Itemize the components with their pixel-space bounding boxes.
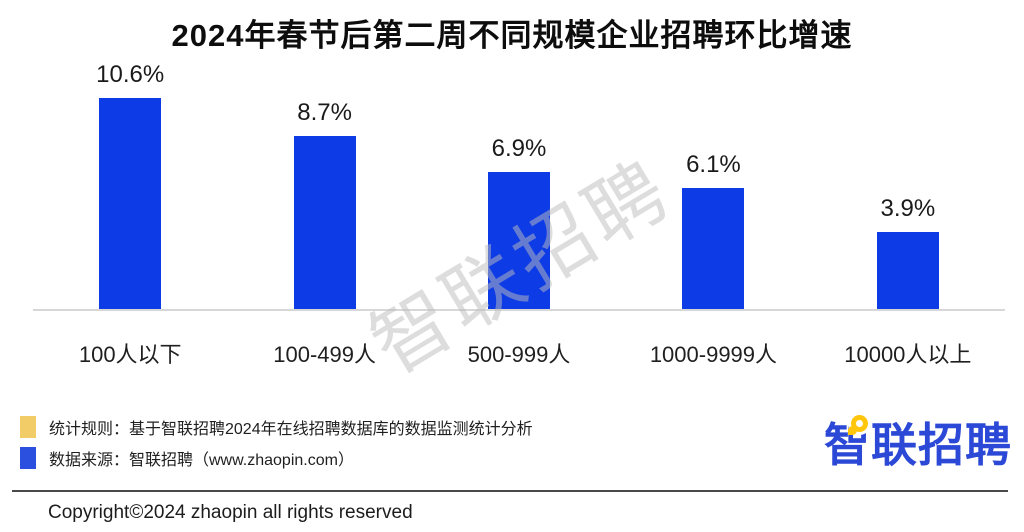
bar-value-label: 6.1% [686, 151, 741, 178]
category-label: 10000人以上 [844, 342, 972, 367]
bar [682, 188, 745, 310]
bar [99, 98, 162, 310]
x-axis-line [33, 309, 1005, 311]
legend: 统计规则：基于智联招聘2024年在线招聘数据库的数据监测统计分析 数据来源：智联… [20, 415, 533, 477]
chart-title: 2024年春节后第二周不同规模企业招聘环比增速 [171, 18, 853, 53]
bar-group: 6.1% [616, 151, 810, 310]
category-label: 100-499人 [273, 342, 376, 367]
bar-group: 3.9% [811, 195, 1005, 310]
bar-value-label: 3.9% [880, 195, 936, 222]
category-label: 100人以下 [78, 342, 182, 367]
bar-value-label: 8.7% [297, 99, 352, 126]
legend-label: 统计规则：基于智联招聘2024年在线招聘数据库的数据监测统计分析 [49, 420, 533, 438]
location-pin-icon [848, 415, 868, 435]
bar-group: 8.7% [227, 99, 421, 310]
category-label: 500-999人 [467, 342, 571, 367]
bar [488, 172, 551, 310]
legend-row-data-source: 数据来源：智联招聘（www.zhaopin.com） [20, 446, 533, 469]
bar-value-label: 6.9% [491, 135, 547, 162]
footer-divider [12, 490, 1008, 492]
category-labels-row: 100人以下 100-499人 500-999人 1000-9999人 10000人以上 [33, 337, 1005, 369]
bar-group: 10.6% [33, 61, 227, 310]
legend-row-stat-rule: 统计规则：基于智联招聘2024年在线招聘数据库的数据监测统计分析 [20, 415, 533, 438]
zhaopin-logo: 智联招聘 [824, 415, 1014, 474]
bar [293, 136, 356, 310]
copyright-text: Copyright©2024 zhaopin all rights reserv… [48, 502, 413, 523]
bars-row: 10.6% 8.7% 6.9% 6.1% 3.9% [33, 0, 1005, 310]
bar-value-label: 10.6% [96, 61, 165, 88]
bar [876, 232, 939, 310]
bar-group: 6.9% [422, 135, 616, 310]
legend-swatch-yellow [20, 415, 36, 438]
legend-swatch-blue [20, 446, 36, 469]
category-label: 1000-9999人 [649, 342, 778, 367]
legend-label: 数据来源：智联招聘（www.zhaopin.com） [49, 451, 354, 469]
